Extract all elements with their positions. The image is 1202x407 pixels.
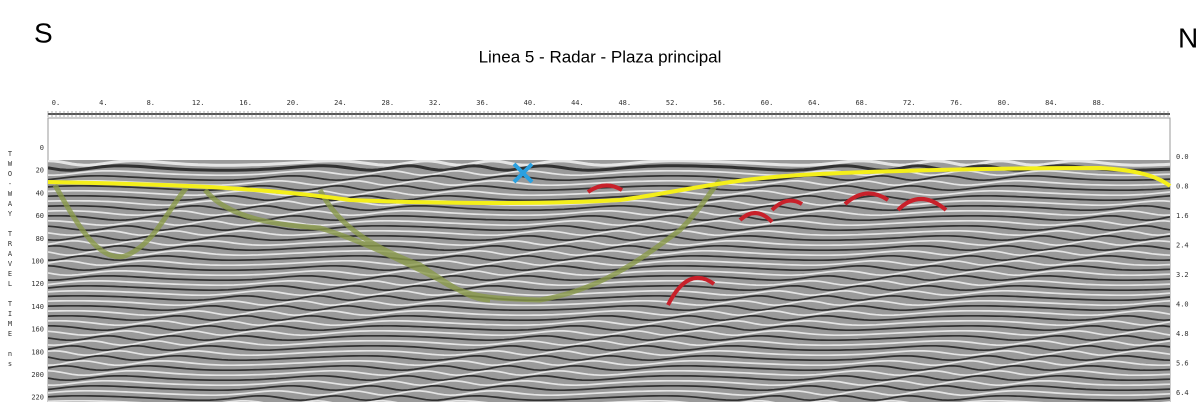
right-scale-label: 4.8	[1176, 330, 1189, 338]
right-scale-label: 5.6	[1176, 360, 1189, 368]
top-scale-label: 76.	[950, 99, 963, 107]
top-scale-label: 48.	[618, 99, 631, 107]
left-scale-label: 60	[36, 212, 44, 220]
right-scale-label: 0.0	[1176, 153, 1189, 161]
top-scale-label: 16.	[239, 99, 252, 107]
top-scale-label: 24.	[334, 99, 347, 107]
top-scale-label: 60.	[761, 99, 774, 107]
left-axis-title: TWO-WAY TRAVEL TIME ns	[6, 150, 14, 370]
right-scale-label: 3.2	[1176, 271, 1189, 279]
north-label: N	[1178, 22, 1198, 53]
top-scale-label: 40.	[524, 99, 537, 107]
top-scale-label: 0.	[52, 99, 60, 107]
top-scale-label: 12.	[192, 99, 205, 107]
top-scale-label: 20.	[287, 99, 300, 107]
left-scale-label: 40	[36, 189, 44, 197]
left-scale-label: 0	[40, 144, 44, 152]
top-scale-label: 56.	[713, 99, 726, 107]
top-scale-label: 64.	[808, 99, 821, 107]
figure-title: Linea 5 - Radar - Plaza principal	[479, 47, 722, 66]
south-label: S	[34, 17, 53, 48]
top-scale-label: 68.	[855, 99, 868, 107]
left-scale-label: 80	[36, 235, 44, 243]
left-scale-label: 220	[31, 394, 44, 402]
top-scale-label: 4.	[99, 99, 107, 107]
top-scale-label: 80.	[998, 99, 1011, 107]
top-scale-label: 52.	[666, 99, 679, 107]
left-scale-label: 140	[31, 303, 44, 311]
left-scale-label: 160	[31, 326, 44, 334]
top-scale-label: 36.	[476, 99, 489, 107]
top-scale-label: 88.	[1092, 99, 1105, 107]
right-scale-label: 2.4	[1176, 242, 1189, 250]
top-scale-label: 72.	[903, 99, 916, 107]
left-scale-label: 20	[36, 167, 44, 175]
right-scale-label: 1.6	[1176, 212, 1189, 220]
right-scale-label: 6.4	[1176, 389, 1189, 397]
radargram-figure: S Linea 5 - Radar - Plaza principal N TW…	[0, 0, 1202, 402]
right-scale-label: 0.8	[1176, 183, 1189, 191]
right-scale-label: 4.0	[1176, 301, 1189, 309]
top-scale-label: 84.	[1045, 99, 1058, 107]
left-scale-label: 200	[31, 371, 44, 379]
top-scale-label: 8.	[147, 99, 155, 107]
top-scale-label: 32.	[429, 99, 442, 107]
left-scale-label: 120	[31, 280, 44, 288]
top-scale-label: 44.	[571, 99, 584, 107]
left-scale-label: 180	[31, 348, 44, 356]
top-scale-label: 28.	[381, 99, 394, 107]
left-scale-label: 100	[31, 258, 44, 266]
